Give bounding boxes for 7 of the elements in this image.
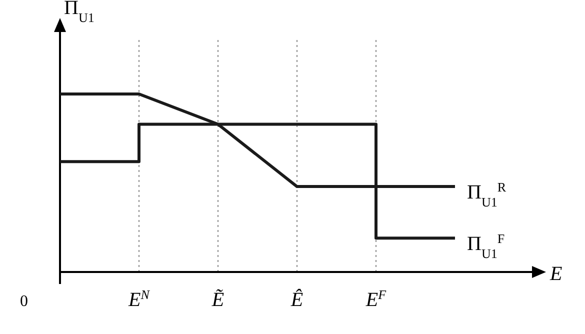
y-axis-title: Π$_{U1}$ xyxy=(64,0,94,24)
x-tick-label: E$^{F}$ xyxy=(364,286,388,311)
x-tick-label: Ẽ xyxy=(210,289,224,311)
text: 0 xyxy=(20,293,28,310)
x-tick-label: Ê xyxy=(290,288,304,311)
x-tick-label: E$^{N}$ xyxy=(128,286,151,311)
x-axis-title: E xyxy=(549,263,562,285)
